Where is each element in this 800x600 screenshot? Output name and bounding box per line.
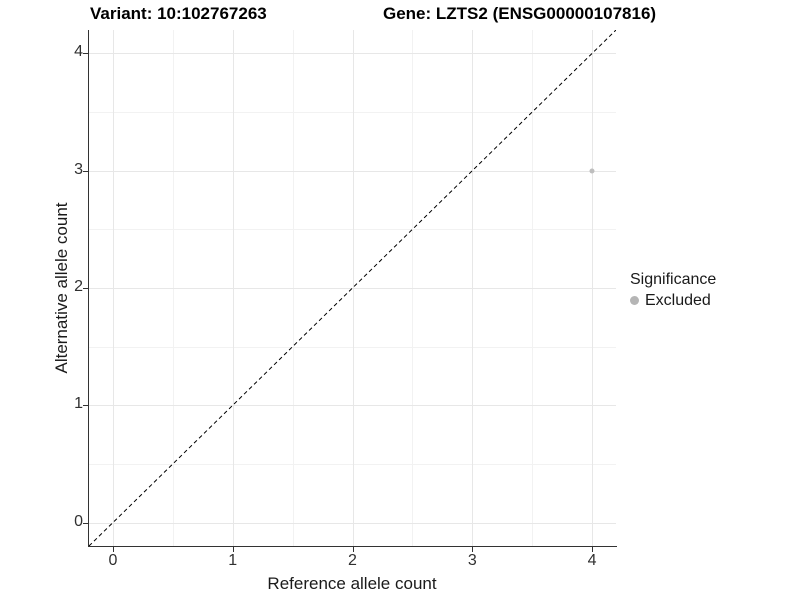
x-axis-tick-label: 1 [228,552,238,569]
legend: Significance Excluded [630,270,716,310]
x-axis-tick [232,547,234,552]
legend-title: Significance [630,271,717,288]
plot-panel [89,30,616,546]
legend-point-icon [630,296,639,305]
gridline-major-horizontal [89,53,616,55]
y-axis-tick [83,170,88,172]
x-axis-tick [592,547,594,552]
gridline-major-horizontal [89,522,616,524]
x-axis-line [88,546,617,547]
x-axis-tick [112,547,114,552]
gridline-major-horizontal [89,288,616,289]
x-axis-tick-label: 4 [587,552,597,569]
y-axis-tick-label: 1 [74,395,83,413]
y-axis-line [88,30,89,547]
data-point [589,168,595,174]
y-axis-tick-label: 2 [74,278,83,296]
x-axis-tick [352,547,354,552]
variant-title: Variant: 10:102767263 [90,4,267,23]
legend-item-label: Excluded [645,291,711,309]
legend-item-excluded: Excluded [630,291,716,310]
x-axis-tick-label: 0 [108,552,118,569]
y-axis-tick-label: 4 [74,43,83,61]
y-axis-tick [83,522,88,524]
x-axis-tick [472,547,474,552]
gridline-major-horizontal [89,170,616,172]
y-axis-tick [83,405,88,407]
gene-title: Gene: LZTS2 (ENSG00000107816) [383,4,657,23]
y-axis-tick-label: 3 [74,160,83,178]
identity-line [89,30,616,546]
y-axis-tick [83,53,88,55]
x-axis-tick-label: 2 [348,552,357,569]
y-axis-tick [83,288,88,289]
x-axis-title: Reference allele count [267,574,437,593]
gridline-major-horizontal [89,405,616,407]
y-axis-tick-label: 0 [74,512,83,530]
x-axis-tick-label: 3 [467,552,477,569]
